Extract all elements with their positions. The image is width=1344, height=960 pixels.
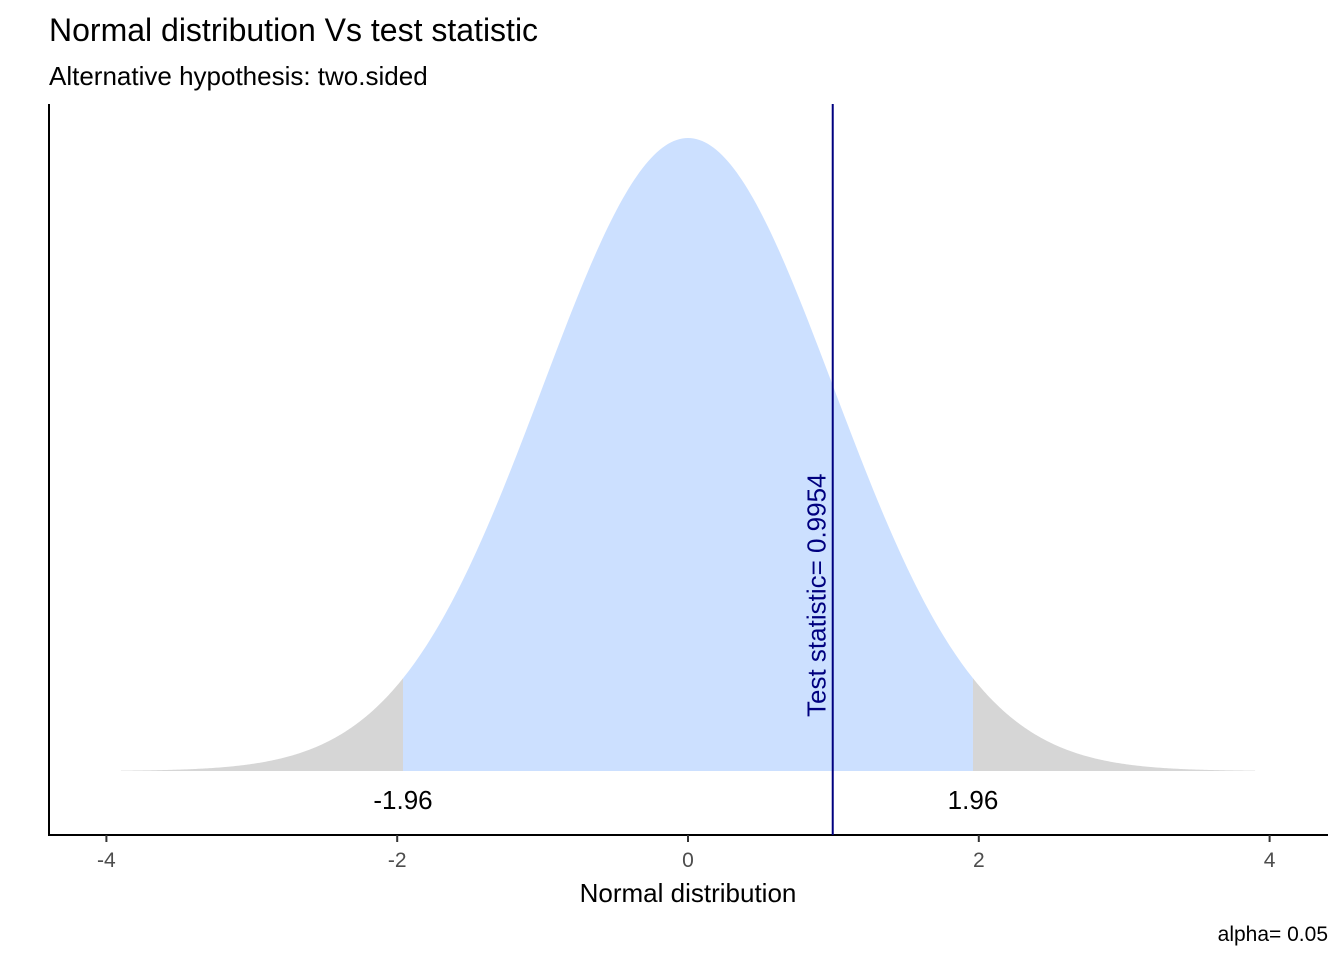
x-axis-label: Normal distribution (580, 878, 797, 908)
rejection-region-left (120, 678, 404, 771)
acceptance-region (403, 138, 973, 771)
x-tick-label: 0 (682, 849, 694, 872)
chart-title: Normal distribution Vs test statistic (49, 12, 538, 48)
test-statistic-label: Test statistic= 0.9954 (802, 473, 832, 717)
critical-value-label: -1.96 (373, 785, 432, 815)
rejection-region-right (972, 678, 1256, 771)
x-tick-label: 2 (973, 849, 985, 872)
chart-subtitle: Alternative hypothesis: two.sided (49, 61, 428, 91)
plot-area: -4 -2 0 2 4 -1.96 1.96 Test statistic= 0.9954 (48, 104, 1328, 872)
x-tick-label: -2 (388, 849, 407, 872)
caption-alpha: alpha= 0.05 (1218, 923, 1328, 946)
x-tick-label: 4 (1264, 849, 1276, 872)
x-tick-label: -4 (97, 849, 116, 872)
critical-value-label: 1.96 (948, 785, 999, 815)
